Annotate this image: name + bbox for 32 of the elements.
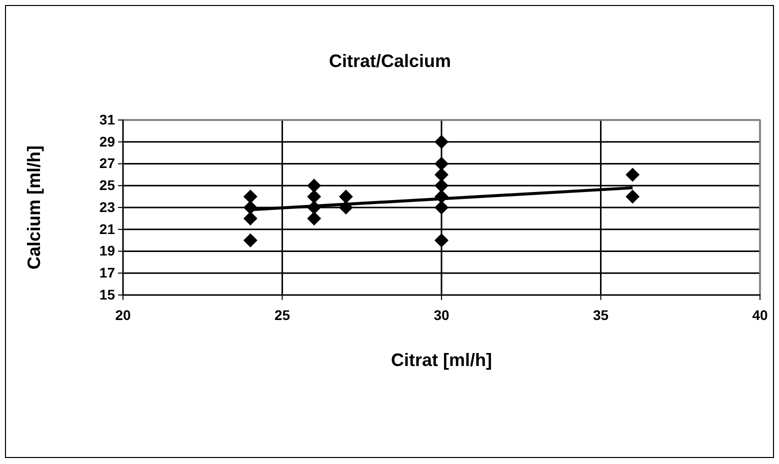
y-tick-label: 23 [99,198,116,215]
y-tick-label: 19 [99,242,116,259]
x-tick-label: 40 [752,306,768,323]
y-axis-title: Calcium [ml/h] [24,145,44,270]
point [434,200,448,214]
point [434,134,448,149]
point [243,190,258,204]
y-tick-label: 27 [99,155,116,172]
point [434,168,448,182]
x-tick-label: 35 [592,306,609,323]
point [626,190,640,204]
point [338,190,353,204]
point [434,178,448,193]
y-tick-label: 31 [99,111,116,128]
point [434,156,448,171]
point [626,168,640,182]
point [243,233,258,248]
point [434,233,448,248]
x-axis-title: Citrat [ml/h] [391,350,492,370]
point [243,211,258,226]
y-tick-label: 29 [99,133,116,150]
y-tick-label: 15 [99,286,116,302]
point [307,211,322,226]
point [307,178,322,193]
chart-title: Citrat/Calcium [328,51,452,71]
x-tick-label: 30 [434,306,450,323]
x-tick-label: 20 [115,306,131,323]
x-tick-label: 25 [274,306,290,323]
y-tick-label: 25 [99,177,116,194]
y-tick-label: 17 [99,264,116,281]
point [307,190,322,204]
y-tick-label: 21 [99,220,116,237]
